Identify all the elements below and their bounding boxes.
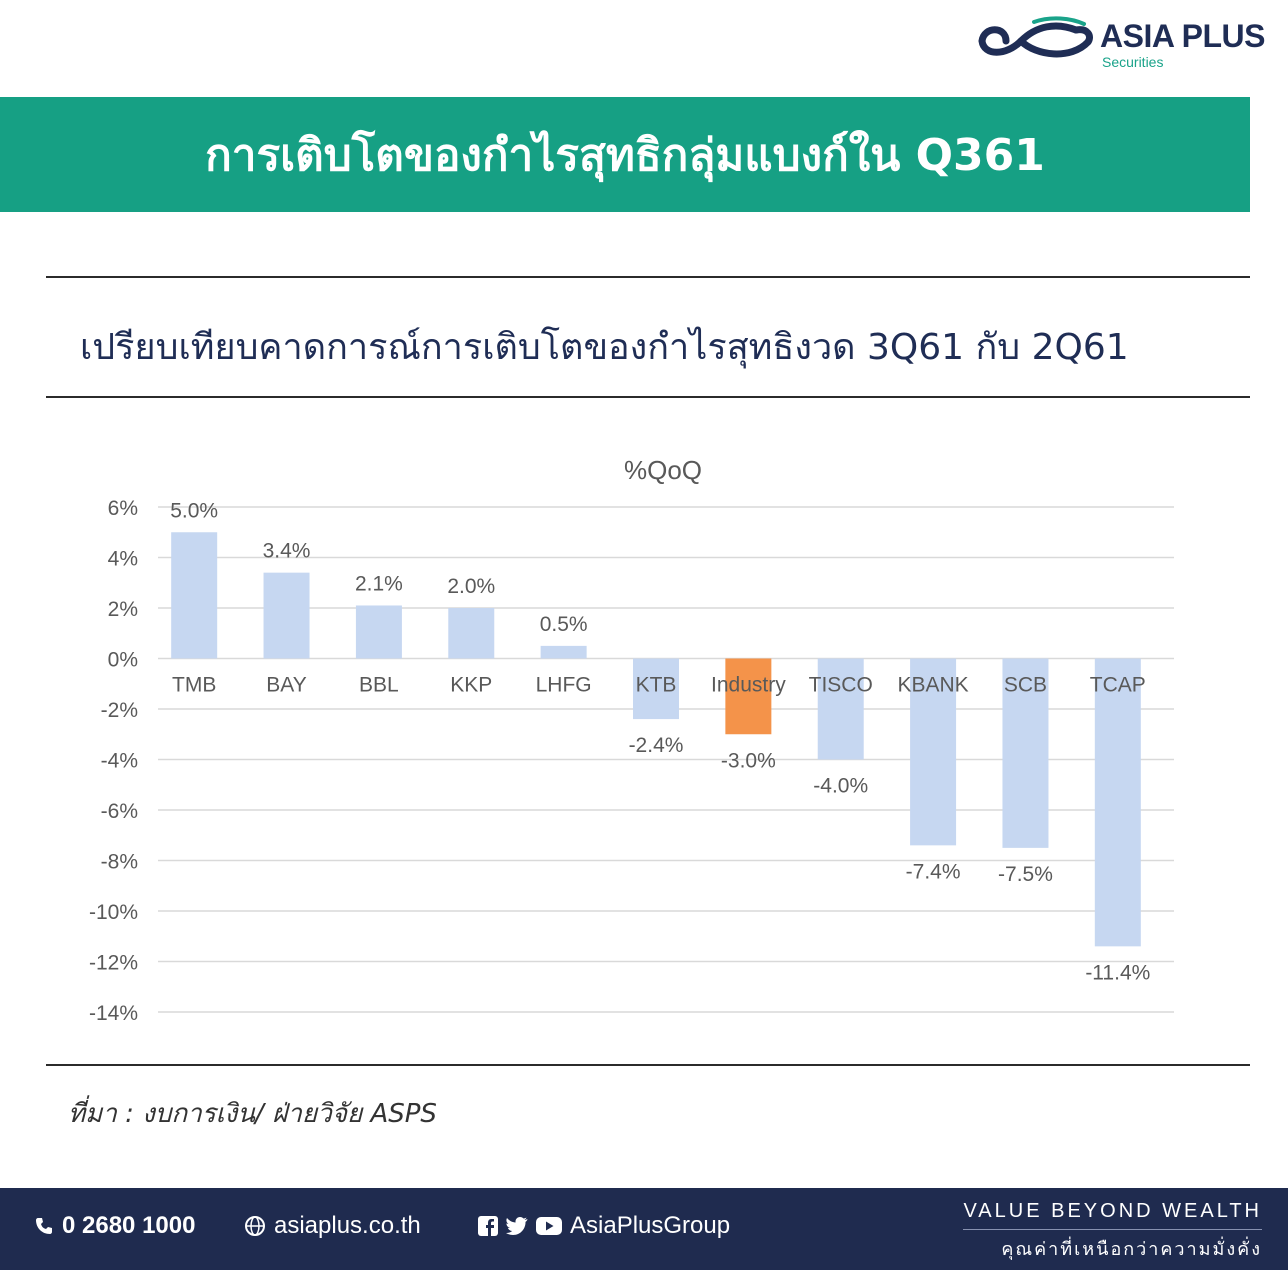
- chart-title: %QoQ: [624, 455, 702, 485]
- data-label: 5.0%: [170, 499, 218, 522]
- chart-subtitle: เปรียบเทียบคาดการณ์การเติบโตของกำไรสุทธิ…: [80, 327, 1129, 368]
- category-label: BBL: [359, 674, 399, 697]
- divider-top: [46, 276, 1250, 278]
- y-tick-label: 6%: [108, 497, 138, 520]
- bar-tcap: [1094, 658, 1141, 947]
- footer-tagline: VALUE BEYOND WEALTH คุณค่าที่เหนือกว่าคว…: [963, 1200, 1262, 1263]
- phone-number: 0 2680 1000: [62, 1212, 196, 1239]
- facebook-icon[interactable]: [478, 1216, 498, 1236]
- footer-phone[interactable]: 0 2680 1000: [34, 1212, 195, 1240]
- data-label: -7.4%: [906, 860, 961, 883]
- globe-icon: [244, 1215, 266, 1237]
- youtube-icon[interactable]: [536, 1216, 562, 1236]
- data-label: -4.0%: [813, 775, 868, 798]
- category-label: TMB: [172, 674, 216, 697]
- y-tick-label: -2%: [101, 699, 138, 722]
- logo-name: ASIA PLUS: [1100, 18, 1266, 54]
- title-banner: การเติบโตของกำไรสุทธิกลุ่มแบงก์ใน Q361: [0, 97, 1250, 212]
- category-label: LHFG: [536, 674, 592, 697]
- website-url: asiaplus.co.th: [274, 1212, 421, 1239]
- tagline-english: VALUE BEYOND WEALTH: [963, 1200, 1262, 1222]
- y-tick-label: 4%: [108, 548, 138, 571]
- source-note: ที่มา : งบการเงิน/ ฝ่ายวิจัย ASPS: [68, 1099, 437, 1129]
- bar-industry: [725, 658, 772, 735]
- data-label: -7.5%: [998, 863, 1053, 886]
- category-label: SCB: [1004, 674, 1047, 697]
- y-tick-label: -6%: [101, 800, 138, 823]
- phone-icon: [34, 1216, 54, 1236]
- y-tick-label: 2%: [108, 598, 138, 621]
- category-label: KTB: [636, 674, 677, 697]
- infinity-logo-icon: [978, 16, 1093, 58]
- bar-kkp: [448, 608, 495, 659]
- bar-lhfg: [540, 645, 587, 659]
- y-tick-label: -10%: [89, 901, 138, 924]
- banner-title: การเติบโตของกำไรสุทธิกลุ่มแบงก์ใน Q361: [205, 129, 1045, 181]
- category-label: KKP: [450, 674, 492, 697]
- data-label: 0.5%: [540, 613, 588, 636]
- data-label: 2.0%: [447, 575, 495, 598]
- divider-bottom: [46, 1064, 1250, 1066]
- bar-bbl: [355, 605, 402, 659]
- data-label: -3.0%: [721, 749, 776, 772]
- y-tick-label: -12%: [89, 952, 138, 975]
- footer-website[interactable]: asiaplus.co.th: [244, 1212, 421, 1240]
- y-tick-label: -8%: [101, 851, 138, 874]
- data-label: -11.4%: [1085, 961, 1150, 984]
- category-label: TCAP: [1090, 674, 1146, 697]
- data-label: 3.4%: [263, 540, 311, 563]
- bar-scb: [1002, 658, 1049, 848]
- asia-plus-logo: ASIA PLUS Securities: [976, 14, 1276, 74]
- divider-middle: [46, 396, 1250, 398]
- category-label: Industry: [711, 674, 786, 697]
- tagline-divider: [963, 1229, 1262, 1230]
- footer-social[interactable]: AsiaPlusGroup: [478, 1212, 730, 1240]
- footer-bar: 0 2680 1000 asiaplus.co.th AsiaPlusGroup…: [0, 1188, 1288, 1270]
- y-tick-label: 0%: [108, 649, 138, 672]
- data-label: -2.4%: [629, 734, 684, 757]
- bar-tisco: [817, 658, 864, 760]
- twitter-icon[interactable]: [506, 1216, 528, 1236]
- y-tick-label: -4%: [101, 750, 138, 773]
- category-label: TISCO: [809, 674, 873, 697]
- data-label: 2.1%: [355, 572, 403, 595]
- bar-tmb: [171, 532, 218, 659]
- tagline-thai: คุณค่าที่เหนือกว่าความมั่งคั่ง: [1001, 1239, 1262, 1260]
- bar-bay: [263, 572, 310, 659]
- logo-subtitle: Securities: [1102, 54, 1164, 70]
- category-label: BAY: [266, 674, 306, 697]
- category-label: KBANK: [897, 674, 968, 697]
- bar-ktb: [633, 658, 679, 720]
- social-handle: AsiaPlusGroup: [570, 1212, 731, 1239]
- qoq-bar-chart: %QoQ 6% 4% 2% 0% -2% -4% -6% -8% -10% -12% -14% TMB 5…: [89, 455, 1174, 1025]
- bar-kbank: [910, 658, 957, 846]
- y-tick-label: -14%: [89, 1002, 138, 1025]
